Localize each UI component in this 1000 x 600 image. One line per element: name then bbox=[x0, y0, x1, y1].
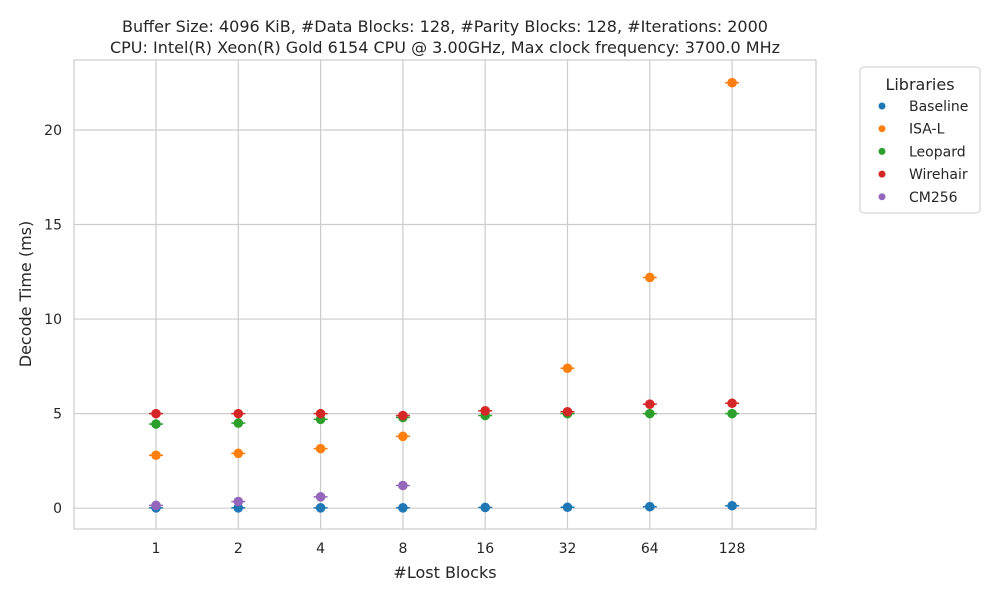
x-tick-label: 1 bbox=[152, 541, 161, 557]
data-point bbox=[727, 500, 737, 511]
legend-marker bbox=[878, 147, 886, 155]
data-point bbox=[727, 408, 737, 419]
data-point bbox=[151, 450, 161, 461]
data-point bbox=[645, 501, 655, 512]
data-point bbox=[727, 398, 737, 409]
x-tick-label: 16 bbox=[476, 541, 494, 557]
x-tick-label: 8 bbox=[398, 541, 407, 557]
x-tick-label: 64 bbox=[641, 541, 659, 557]
legend-entry: CM256 bbox=[909, 190, 958, 206]
legend-box bbox=[859, 66, 981, 214]
y-axis-label: Decode Time (ms) bbox=[16, 221, 35, 367]
legend-entry: Baseline bbox=[909, 99, 968, 115]
data-point bbox=[480, 502, 491, 513]
x-tick-label: 2 bbox=[234, 541, 243, 557]
x-tick-label: 32 bbox=[559, 541, 577, 557]
legend-title: Libraries bbox=[885, 75, 954, 94]
y-tick-label: 20 bbox=[44, 123, 62, 139]
chart-title-line-2: CPU: Intel(R) Xeon(R) Gold 6154 CPU @ 3.… bbox=[110, 38, 780, 57]
data-point bbox=[315, 408, 326, 419]
data-point bbox=[151, 408, 161, 419]
data-point bbox=[727, 77, 737, 88]
data-point bbox=[398, 480, 408, 491]
data-point bbox=[645, 408, 655, 419]
data-point bbox=[562, 406, 573, 417]
y-tick-label: 10 bbox=[44, 312, 62, 328]
legend-entry: Leopard bbox=[909, 144, 966, 160]
chart-title-line-1: Buffer Size: 4096 KiB, #Data Blocks: 128… bbox=[122, 17, 768, 36]
legend-entry: Wirehair bbox=[909, 167, 968, 183]
data-points bbox=[149, 77, 740, 513]
legend-entry: ISA-L bbox=[909, 122, 945, 138]
data-point bbox=[398, 503, 408, 513]
y-tick-label: 0 bbox=[53, 501, 62, 517]
data-point bbox=[315, 492, 326, 502]
plot-area-frame bbox=[73, 59, 817, 530]
data-point bbox=[645, 272, 655, 283]
legend-marker bbox=[878, 193, 886, 201]
x-axis-label: #Lost Blocks bbox=[393, 563, 496, 582]
data-point bbox=[398, 431, 408, 442]
data-point bbox=[151, 500, 161, 511]
y-tick-label: 5 bbox=[53, 407, 62, 423]
x-tick-label: 4 bbox=[316, 541, 325, 557]
data-point bbox=[480, 406, 491, 416]
grid-lines bbox=[74, 60, 816, 529]
x-tick-label: 128 bbox=[719, 541, 746, 557]
legend-marker bbox=[878, 125, 886, 133]
data-point bbox=[562, 363, 573, 374]
legend: Libraries Baseline ISA-L Leopard Wirehair CM… bbox=[859, 66, 981, 214]
legend-marker bbox=[878, 170, 886, 178]
data-point bbox=[398, 410, 408, 421]
data-point bbox=[233, 496, 244, 507]
data-point bbox=[315, 503, 326, 513]
data-point bbox=[233, 448, 244, 459]
data-point bbox=[562, 502, 573, 513]
data-point bbox=[151, 419, 161, 429]
data-point bbox=[233, 408, 244, 419]
legend-marker bbox=[878, 102, 886, 110]
y-tick-label: 15 bbox=[44, 218, 62, 234]
data-point bbox=[233, 418, 244, 428]
data-point bbox=[315, 443, 326, 454]
data-point bbox=[645, 399, 655, 409]
